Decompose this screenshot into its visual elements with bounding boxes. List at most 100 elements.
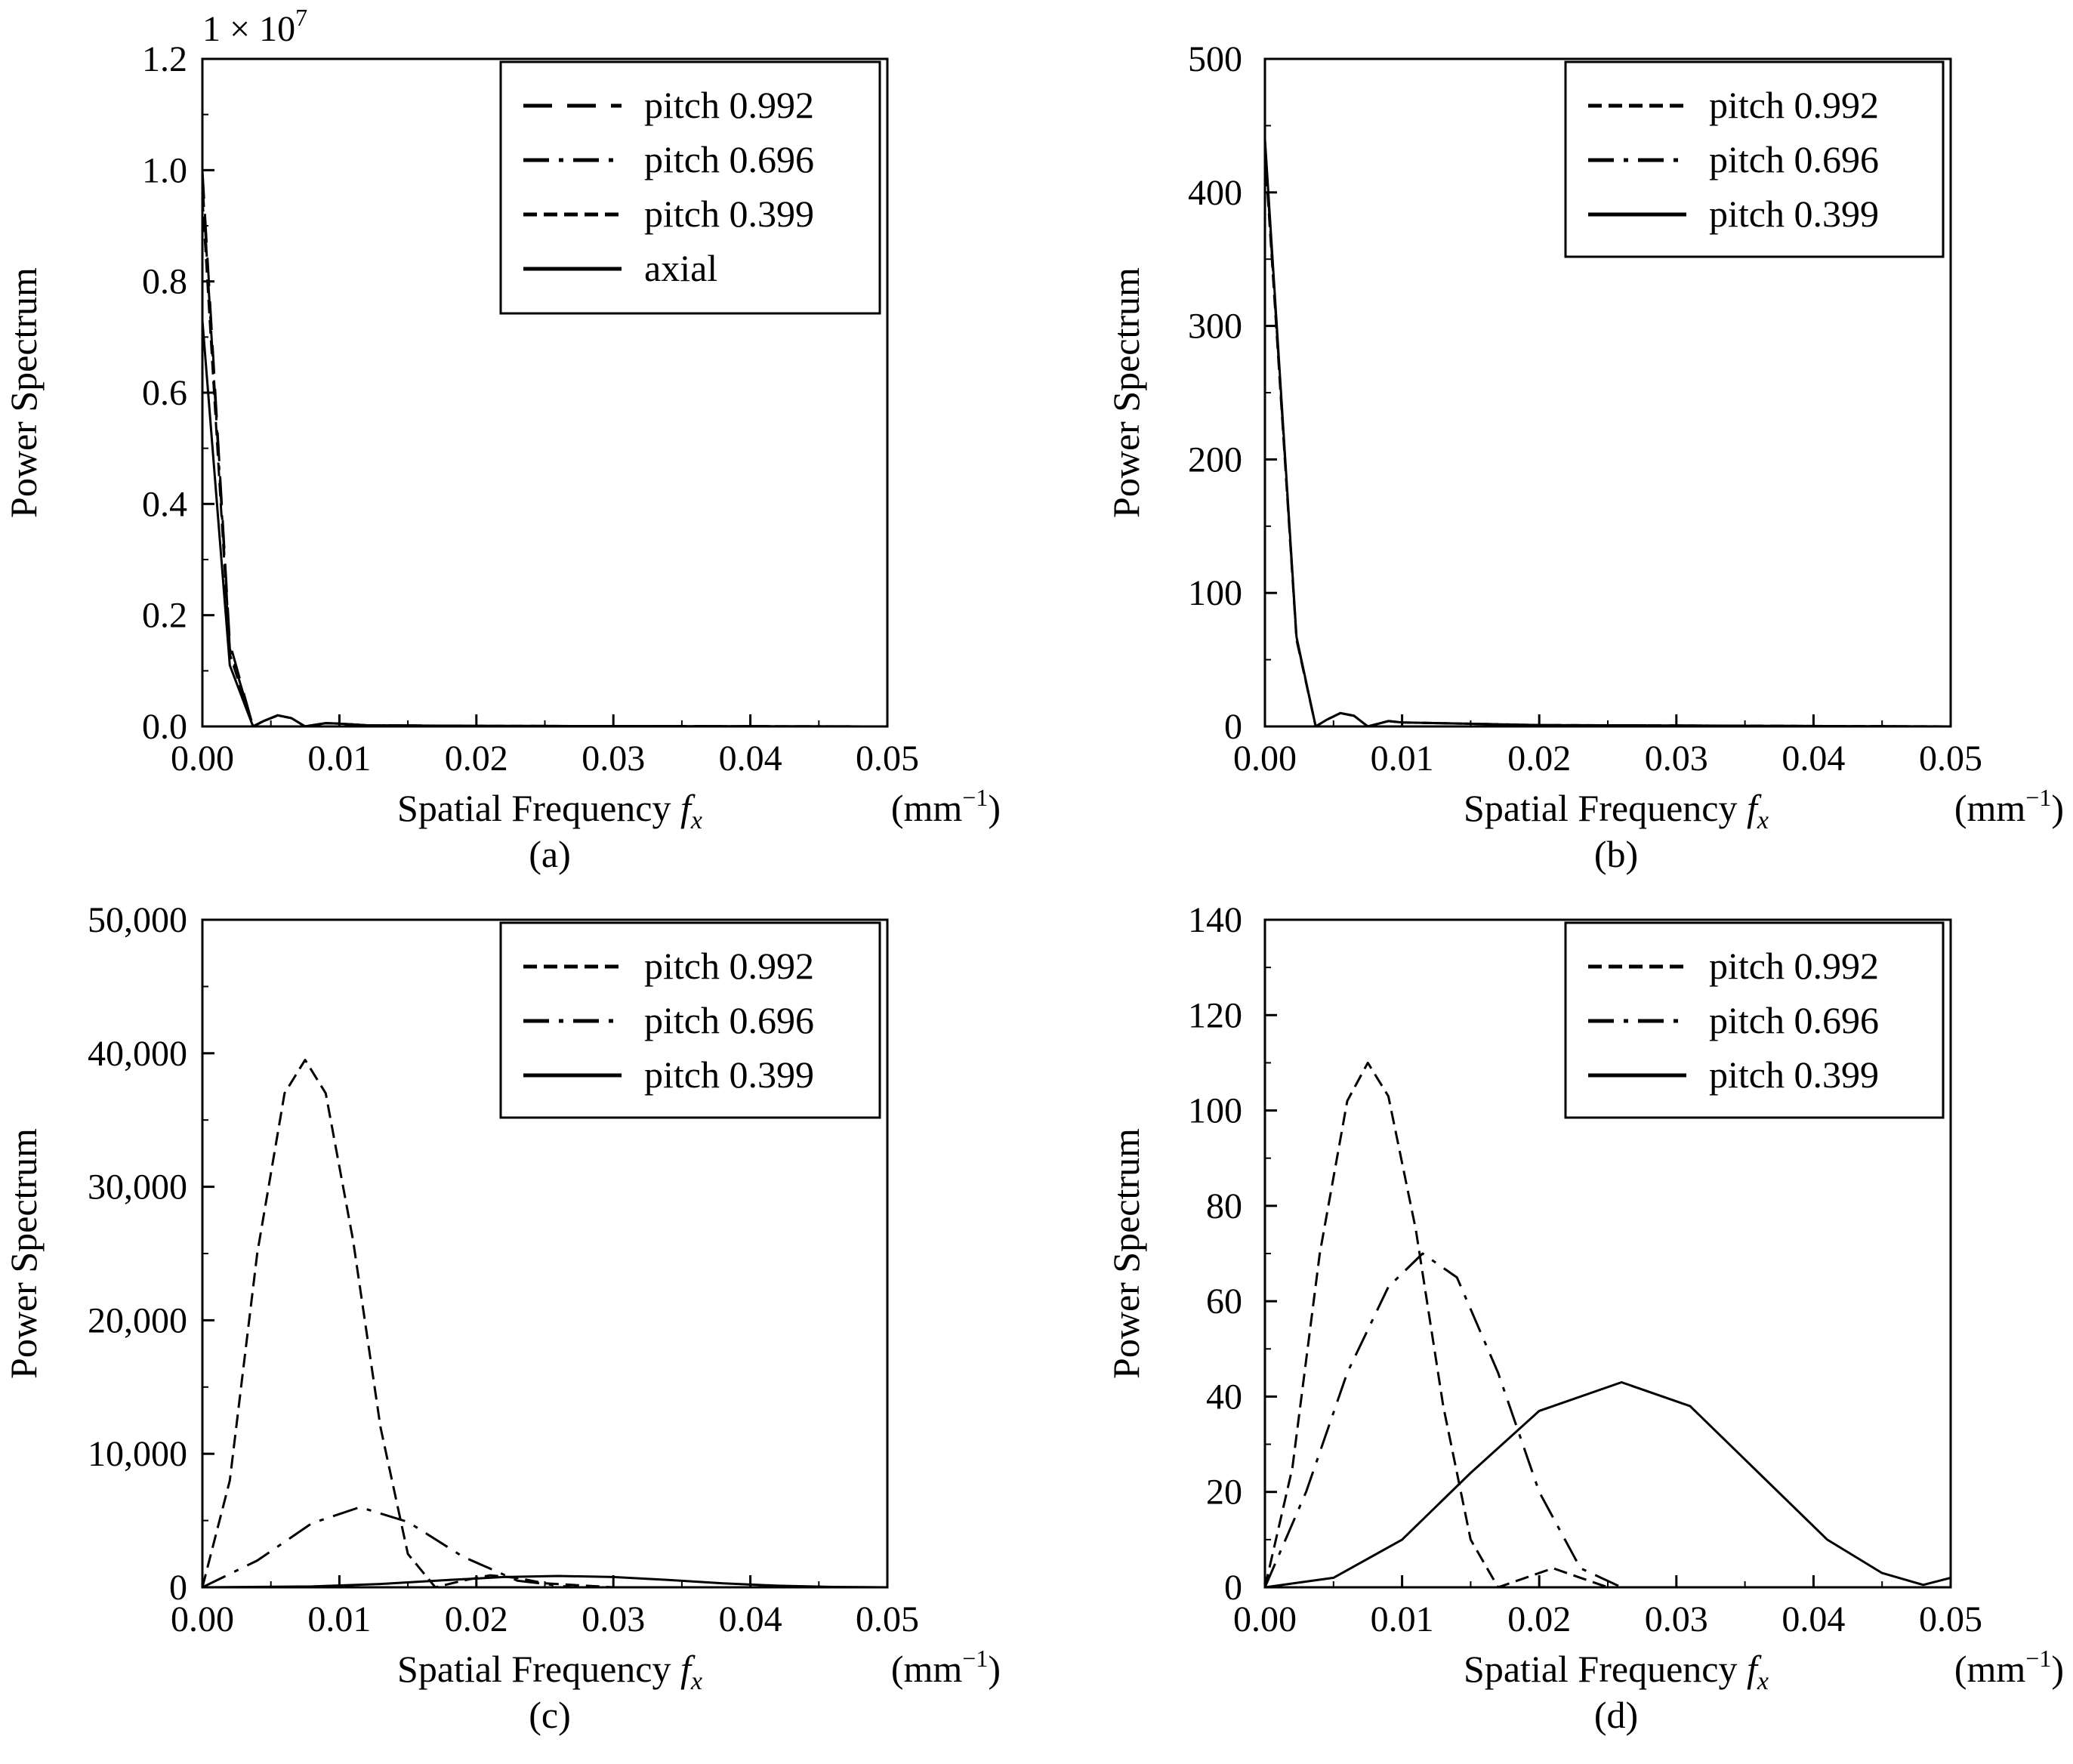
panel-label: (c) — [529, 1694, 571, 1736]
legend: pitch 0.992 pitch 0.696 pitch 0.399 — [1564, 921, 1945, 1119]
y-tick-label: 20 — [1206, 1473, 1242, 1513]
x-tick-label: 0.05 — [856, 1599, 919, 1639]
series-line-pitch-0-399 — [202, 1574, 887, 1587]
x-axis-unit: (mm−1) — [1954, 1645, 2064, 1690]
y-tick-label: 100 — [1188, 1091, 1242, 1131]
series-line-pitch-0-696 — [1265, 1252, 1951, 1587]
x-tick-label: 0.02 — [445, 1599, 508, 1639]
y-tick-label: 100 — [1188, 573, 1242, 613]
y-tick-label: 30,000 — [88, 1167, 187, 1207]
y-tick-label: 0.2 — [142, 596, 187, 636]
y-tick-label: 40,000 — [88, 1034, 187, 1074]
y-tick-label: 0.0 — [142, 707, 187, 747]
y-tick-label: 140 — [1188, 900, 1242, 940]
y-axis-label: Power Spectrum — [1105, 267, 1147, 518]
y-tick-label: 80 — [1206, 1186, 1242, 1226]
y-tick-label: 50,000 — [88, 900, 187, 940]
series-line-pitch-0-992 — [202, 1059, 887, 1587]
x-tick-label: 0.04 — [1781, 1599, 1845, 1639]
y-tick-label: 300 — [1188, 307, 1242, 347]
y-tick-label: 0 — [169, 1568, 187, 1608]
x-tick-label: 0.03 — [1645, 739, 1708, 779]
x-tick-label: 0.05 — [856, 739, 919, 779]
x-axis-label: Spatial Frequency fx — [397, 1648, 702, 1695]
y-axis-multiplier: 1 × 107 — [202, 4, 307, 49]
x-tick-label: 0.04 — [1781, 739, 1845, 779]
y-axis-label: Power Spectrum — [1105, 1128, 1147, 1379]
chart-panel-a: 0.00 0.01 0.02 0.03 0.04 0.05 0.0 0.2 0.4 0.6 0.8 1… — [2, 4, 1001, 875]
y-tick-label: 60 — [1206, 1281, 1242, 1321]
chart-panel-b: 0.00 0.01 0.02 0.03 0.04 0.05 0 100 200 300 400 500… — [1105, 39, 2064, 875]
y-tick-label: 0 — [1224, 707, 1242, 747]
y-tick-label: 10,000 — [88, 1434, 187, 1474]
y-tick-label: 1.2 — [142, 39, 187, 79]
x-tick-label: 0.01 — [307, 1599, 371, 1639]
y-axis-label: Power Spectrum — [2, 267, 45, 518]
y-tick-label: 40 — [1206, 1377, 1242, 1417]
y-axis-label: Power Spectrum — [2, 1128, 45, 1379]
legend-entry: axial — [644, 247, 717, 289]
x-tick-label: 0.01 — [307, 739, 371, 779]
legend: pitch 0.992 pitch 0.696 pitch 0.399 axial — [499, 60, 881, 315]
y-tick-label: 120 — [1188, 995, 1242, 1035]
x-tick-label: 0.05 — [1919, 1599, 1982, 1639]
x-tick-label: 0.00 — [1233, 739, 1297, 779]
y-tick-label: 500 — [1188, 39, 1242, 79]
y-tick-label: 0 — [1224, 1568, 1242, 1608]
legend-box — [1564, 921, 1945, 1119]
x-axis-label: Spatial Frequency fx — [1464, 1648, 1769, 1695]
x-tick-label: 0.03 — [581, 1599, 645, 1639]
x-tick-label: 0.01 — [1371, 739, 1434, 779]
legend-entry: pitch 0.399 — [1709, 193, 1879, 235]
legend-entry: pitch 0.696 — [644, 999, 814, 1041]
legend-entry: pitch 0.696 — [644, 138, 814, 180]
legend-entry: pitch 0.992 — [644, 84, 814, 126]
x-axis-unit: (mm−1) — [1954, 784, 2064, 829]
panel-label: (a) — [529, 833, 571, 875]
panel-label: (b) — [1594, 833, 1638, 875]
legend-box — [1564, 60, 1945, 258]
x-tick-label: 0.02 — [1507, 739, 1571, 779]
y-tick-label: 0.8 — [142, 262, 187, 302]
y-tick-label: 200 — [1188, 439, 1242, 480]
legend-box — [499, 921, 881, 1119]
x-axis-unit: (mm−1) — [891, 1645, 1001, 1690]
y-tick-label: 0.4 — [142, 484, 187, 524]
legend: pitch 0.992 pitch 0.696 pitch 0.399 — [1564, 60, 1945, 258]
x-tick-label: 0.00 — [1233, 1599, 1297, 1639]
x-tick-label: 0.00 — [171, 739, 234, 779]
legend-entry: pitch 0.399 — [644, 193, 814, 235]
x-tick-label: 0.01 — [1371, 1599, 1434, 1639]
panel-label: (d) — [1594, 1694, 1638, 1736]
legend-entry: pitch 0.399 — [1709, 1053, 1879, 1096]
y-tick-label: 400 — [1188, 173, 1242, 213]
x-tick-label: 0.02 — [1507, 1599, 1571, 1639]
legend-entry: pitch 0.992 — [644, 945, 814, 987]
x-tick-label: 0.00 — [171, 1599, 234, 1639]
x-tick-label: 0.04 — [719, 1599, 782, 1639]
legend-entry: pitch 0.696 — [1709, 138, 1879, 180]
series-line-pitch-0-992 — [1265, 1061, 1951, 1587]
y-tick-label: 20,000 — [88, 1300, 187, 1340]
legend-entry: pitch 0.399 — [644, 1053, 814, 1096]
x-axis-label: Spatial Frequency fx — [397, 787, 702, 834]
x-tick-label: 0.04 — [719, 739, 782, 779]
legend-entry: pitch 0.992 — [1709, 84, 1879, 126]
legend-entry: pitch 0.992 — [1709, 945, 1879, 987]
x-tick-label: 0.03 — [581, 739, 645, 779]
y-tick-label: 0.6 — [142, 373, 187, 413]
legend-box — [499, 60, 881, 315]
x-axis-unit: (mm−1) — [891, 784, 1001, 829]
series-line-pitch-0-399 — [1265, 1381, 1951, 1587]
chart-panel-c: 0.00 0.01 0.02 0.03 0.04 0.05 0 10,000 20,000 30,… — [2, 900, 1001, 1736]
chart-panel-d: 0.00 0.01 0.02 0.03 0.04 0.05 0 20 40 60 80 100 120 1… — [1105, 900, 2064, 1736]
y-tick-label: 1.0 — [142, 150, 187, 190]
x-tick-label: 0.05 — [1919, 739, 1982, 779]
legend-entry: pitch 0.696 — [1709, 999, 1879, 1041]
x-axis-label: Spatial Frequency fx — [1464, 787, 1769, 834]
series-line-axial — [202, 320, 887, 726]
x-tick-label: 0.03 — [1645, 1599, 1708, 1639]
series-line-pitch-0-399 — [1265, 139, 1951, 726]
x-tick-label: 0.02 — [445, 739, 508, 779]
